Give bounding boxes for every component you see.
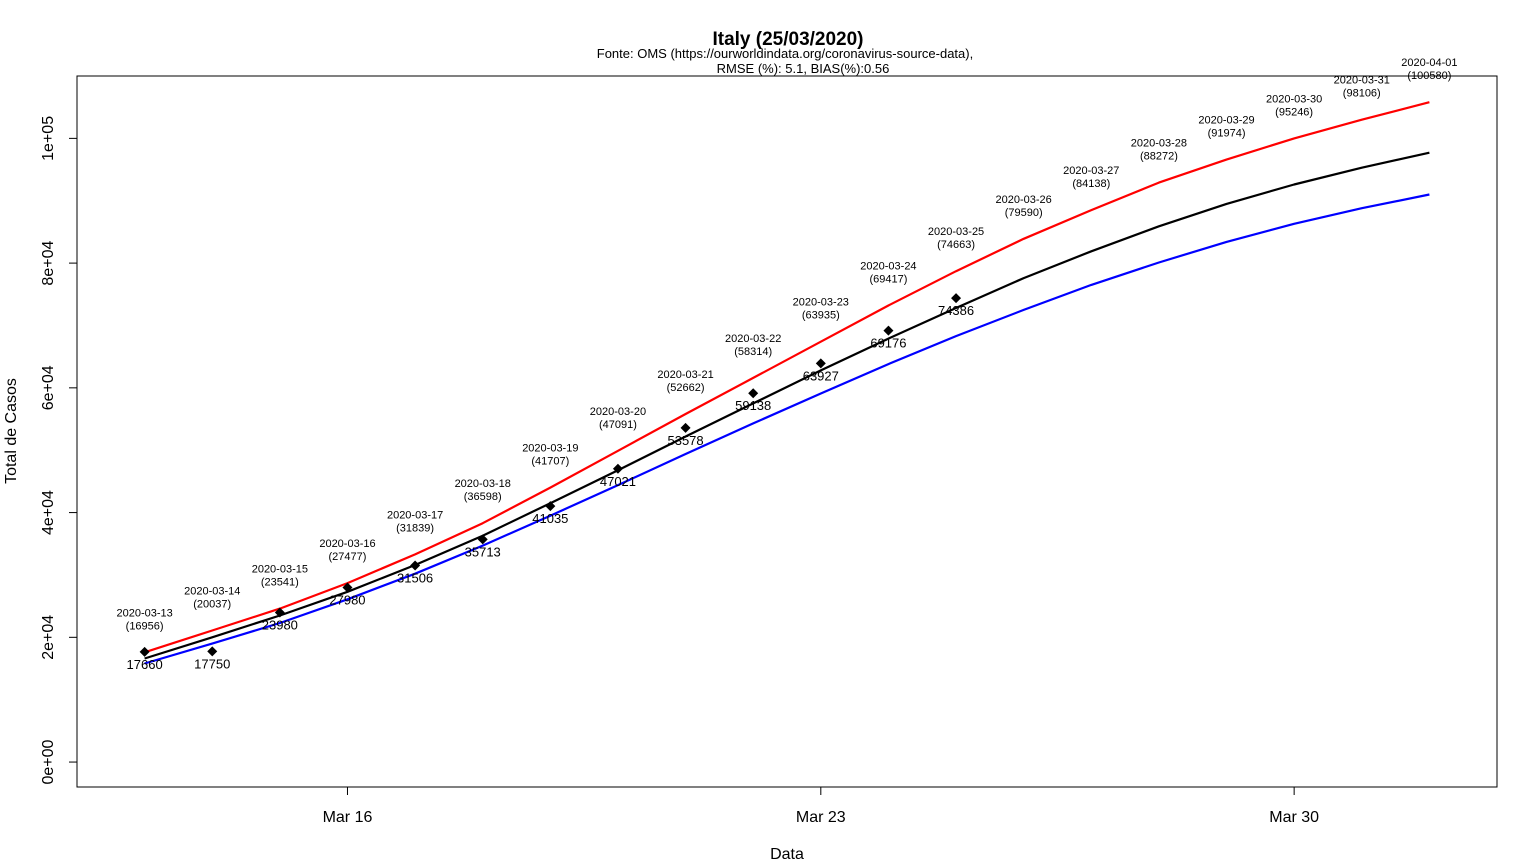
observed-point (342, 582, 353, 593)
observed-value-label: 17660 (127, 657, 163, 672)
annotation-forecast: (84138) (1072, 178, 1110, 190)
observed-point (274, 607, 285, 618)
annotation-forecast: (79590) (1005, 207, 1043, 219)
x-tick-label: Mar 23 (796, 809, 846, 826)
observed-value-label: 47021 (600, 474, 636, 489)
annotation-forecast: (74663) (937, 239, 975, 251)
x-axis: Mar 16 Mar 23 Mar 30 (323, 787, 1319, 826)
annotation-forecast: (91974) (1208, 128, 1246, 140)
annotation-forecast: (95246) (1275, 106, 1313, 118)
y-tick-label: 1e+05 (40, 116, 57, 161)
annotation-forecast: (88272) (1140, 151, 1178, 163)
series-line (144, 101, 1430, 654)
observed-value-label: 59138 (735, 398, 771, 413)
observed-point (815, 358, 826, 369)
annotation-forecast: (36598) (464, 491, 502, 503)
annotation-forecast: (23541) (261, 577, 299, 589)
forecast-annotations: 2020-03-13(16956) 2020-03-14(20037) 2020-0… (116, 57, 1457, 632)
observed-points: 17660 17750 23980 27980 31506 35713 41035 47021… (127, 293, 974, 672)
observed-point (410, 560, 421, 571)
annotation-date: 2020-03-19 (522, 443, 578, 455)
annotation-forecast: (47091) (599, 419, 637, 431)
y-axis-title: Total de Casos (3, 378, 20, 484)
annotation-date: 2020-03-21 (657, 369, 713, 381)
chart-title: Italy (25/03/2020) (712, 29, 863, 50)
annotation-forecast: (52662) (667, 382, 705, 394)
annotation-forecast: (31839) (396, 522, 434, 534)
observed-value-label: 27980 (329, 593, 365, 608)
y-tick-label: 8e+04 (40, 241, 57, 286)
annotation-date: 2020-03-22 (725, 333, 781, 345)
annotation-forecast: (100580) (1407, 70, 1451, 82)
x-axis-title: Data (770, 846, 804, 863)
annotation-date: 2020-03-23 (793, 297, 849, 309)
chart-subtitle-line-2: RMSE (%): 5.1, BIAS(%):0.56 (717, 61, 890, 76)
observed-point (883, 325, 894, 336)
y-axis: 0e+00 2e+04 4e+04 6e+04 8e+04 1e+05 (40, 116, 77, 785)
annotation-date: 2020-03-13 (116, 607, 172, 619)
observed-point (545, 501, 556, 512)
annotation-date: 2020-03-18 (455, 478, 511, 490)
annotation-forecast: (20037) (193, 598, 231, 610)
annotation-date: 2020-03-29 (1198, 115, 1254, 127)
observed-point (612, 463, 623, 474)
annotation-forecast: (16956) (126, 620, 164, 632)
annotation-date: 2020-03-27 (1063, 165, 1119, 177)
chart-subtitle-line-1: Fonte: OMS (https://ourworldindata.org/c… (597, 46, 973, 61)
observed-value-label: 31506 (397, 571, 433, 586)
annotation-date: 2020-03-14 (184, 585, 240, 597)
annotation-date: 2020-03-25 (928, 226, 984, 238)
series-lines (144, 101, 1430, 665)
y-tick-label: 6e+04 (40, 365, 57, 410)
observed-value-label: 41035 (532, 511, 568, 526)
plot-frame (76, 75, 1498, 788)
annotation-date: 2020-03-30 (1266, 93, 1322, 105)
observed-value-label: 17750 (194, 656, 230, 671)
y-tick-label: 0e+00 (40, 739, 57, 784)
annotation-date: 2020-03-20 (590, 406, 646, 418)
observed-point (680, 422, 691, 433)
observed-point (207, 646, 218, 657)
annotation-forecast: (58314) (734, 346, 772, 358)
annotation-forecast: (27477) (329, 551, 367, 563)
observed-value-label: 69176 (870, 336, 906, 351)
annotation-forecast: (41707) (531, 456, 569, 468)
annotation-date: 2020-03-17 (387, 509, 443, 521)
observed-value-label: 35713 (465, 544, 501, 559)
observed-value-label: 63927 (803, 368, 839, 383)
observed-point (477, 534, 488, 545)
observed-value-label: 23980 (262, 617, 298, 632)
x-tick-label: Mar 16 (323, 809, 373, 826)
annotation-forecast: (69417) (869, 274, 907, 286)
observed-value-label: 53578 (667, 433, 703, 448)
annotation-date: 2020-03-28 (1131, 138, 1187, 150)
observed-point (139, 646, 150, 657)
observed-point (748, 388, 759, 399)
annotation-date: 2020-03-16 (319, 538, 375, 550)
annotation-forecast: (63935) (802, 310, 840, 322)
annotation-forecast: (98106) (1343, 88, 1381, 100)
annotation-date: 2020-03-26 (996, 194, 1052, 206)
annotation-date: 2020-03-15 (252, 564, 308, 576)
series-line (144, 193, 1430, 665)
x-tick-label: Mar 30 (1269, 809, 1319, 826)
y-tick-label: 2e+04 (40, 615, 57, 660)
annotation-date: 2020-04-01 (1401, 57, 1457, 69)
y-tick-label: 4e+04 (40, 490, 57, 535)
annotation-date: 2020-03-24 (860, 261, 916, 273)
observed-point (951, 293, 962, 304)
series-line (144, 151, 1430, 660)
annotation-date: 2020-03-31 (1334, 75, 1390, 87)
observed-value-label: 74386 (938, 303, 974, 318)
